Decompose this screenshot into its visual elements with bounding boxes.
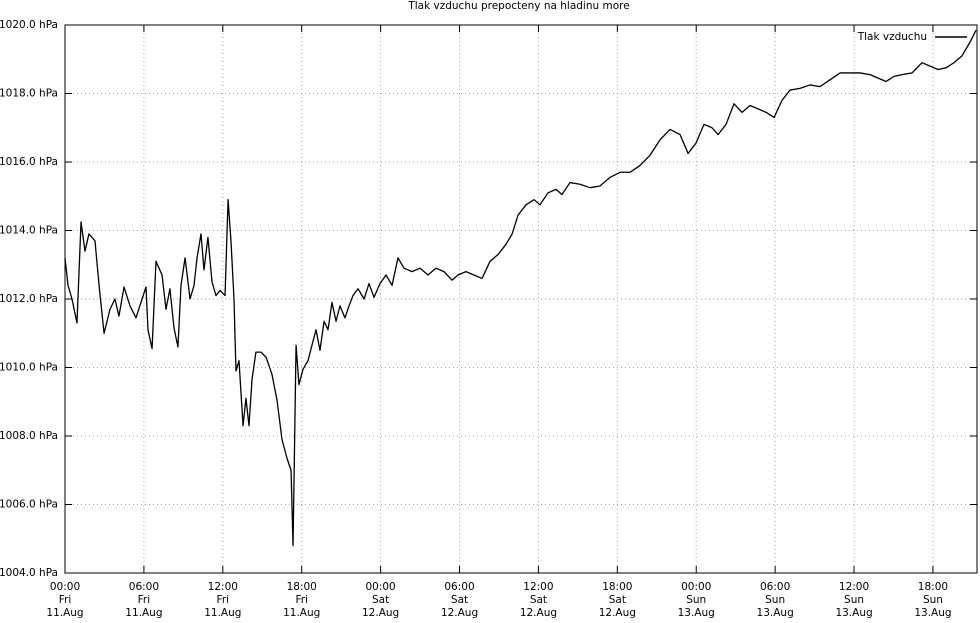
x-tick-label: Fri [59, 594, 72, 606]
x-tick-label: 12.Aug [362, 607, 399, 619]
x-tick-label: Sat [372, 594, 389, 606]
x-tick-label: Sat [451, 594, 468, 606]
x-tick-label: 06:00 [129, 581, 159, 593]
x-tick-label: 00:00 [50, 581, 80, 593]
x-tick-label: 12:00 [839, 581, 869, 593]
y-tick-label: 1006.0 hPa [0, 499, 58, 511]
x-tick-label: 13.Aug [914, 607, 951, 619]
x-tick-label: 11.Aug [46, 607, 83, 619]
x-tick-label: Fri [217, 594, 230, 606]
y-tick-label: 1014.0 hPa [0, 225, 58, 237]
x-tick-label: 12.Aug [599, 607, 636, 619]
x-tick-label: 12.Aug [520, 607, 557, 619]
x-tick-label: 11.Aug [283, 607, 320, 619]
x-tick-label: Sun [765, 594, 785, 606]
y-tick-label: 1008.0 hPa [0, 430, 58, 442]
x-tick-label: 12.Aug [441, 607, 478, 619]
x-tick-label: 18:00 [918, 581, 948, 593]
x-tick-label: 11.Aug [125, 607, 162, 619]
x-tick-label: Sun [844, 594, 864, 606]
x-tick-label: 18:00 [287, 581, 317, 593]
x-tick-label: Sun [686, 594, 706, 606]
y-tick-label: 1004.0 hPa [0, 567, 58, 579]
plot-frame [64, 24, 978, 574]
x-tick-label: 12:00 [208, 581, 238, 593]
x-tick-label: Fri [138, 594, 151, 606]
x-tick-label: Sat [530, 594, 547, 606]
x-tick-label: 00:00 [681, 581, 711, 593]
x-tick-label: Sat [609, 594, 626, 606]
x-tick-label: 06:00 [444, 581, 474, 593]
x-tick-label: 13.Aug [757, 607, 794, 619]
chart-title: Tlak vzduchu prepocteny na hladinu more [407, 0, 629, 12]
x-tick-label: 12:00 [523, 581, 553, 593]
x-tick-label: Sun [923, 594, 943, 606]
y-tick-label: 1016.0 hPa [0, 156, 58, 168]
data-line [64, 29, 977, 547]
x-tick-label: 13.Aug [835, 607, 872, 619]
y-tick-label: 1018.0 hPa [0, 88, 58, 100]
legend-label: Tlak vzduchu [857, 31, 927, 43]
x-tick-label: 00:00 [365, 581, 395, 593]
x-tick-label: 11.Aug [204, 607, 241, 619]
y-tick-label: 1012.0 hPa [0, 293, 58, 305]
x-tick-label: 13.Aug [678, 607, 715, 619]
y-tick-label: 1010.0 hPa [0, 362, 58, 374]
x-tick-label: 06:00 [760, 581, 790, 593]
x-tick-label: 18:00 [602, 581, 632, 593]
x-tick-label: Fri [295, 594, 308, 606]
y-tick-label: 1020.0 hPa [0, 19, 58, 31]
